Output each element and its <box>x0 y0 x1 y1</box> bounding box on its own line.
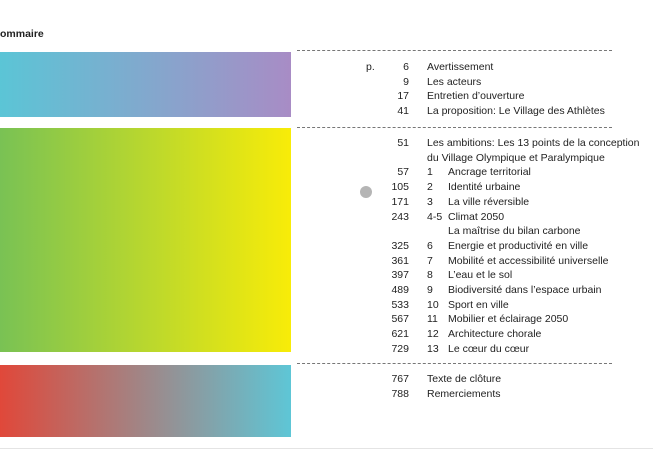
item-number: 12 <box>427 328 439 341</box>
entry-text: Entretien d’ouverture <box>427 90 525 103</box>
entry-text: La maîtrise du bilan carbone <box>448 225 581 238</box>
entry-text: L’eau et le sol <box>448 269 513 282</box>
item-number: 10 <box>427 298 439 311</box>
entry-text: Les acteurs <box>427 75 482 88</box>
page-prefix: p. <box>366 61 375 73</box>
entry-text: Biodiversité dans l’espace urbain <box>448 284 602 296</box>
item-number: 2 <box>427 181 433 194</box>
page-number: 533 <box>391 298 409 311</box>
entry-text: Mobilier et éclairage 2050 <box>448 313 569 326</box>
entry-text: Identité urbaine <box>448 181 521 194</box>
page-number: 6 <box>403 61 409 73</box>
page-number: 105 <box>391 181 409 194</box>
item-number: 6 <box>427 239 433 252</box>
entry-text: Ancrage territorial <box>448 166 531 179</box>
title: ommaire <box>0 28 44 40</box>
page-number: 243 <box>391 210 409 223</box>
divider <box>297 363 612 364</box>
divider <box>297 50 612 51</box>
page-number: 41 <box>397 105 409 118</box>
item-number: 4-5 <box>427 210 443 223</box>
page-number: 9 <box>403 75 409 88</box>
item-number: 11 <box>427 313 438 326</box>
page-number: 621 <box>391 328 409 341</box>
page-number: 788 <box>391 387 409 400</box>
section-band <box>0 365 291 437</box>
section-band <box>0 52 291 117</box>
page-number: 17 <box>397 90 409 103</box>
rule <box>0 448 653 449</box>
dot <box>360 186 372 198</box>
entry-text: Architecture chorale <box>448 328 542 341</box>
page-number: 767 <box>391 373 409 385</box>
page-number: 567 <box>391 313 409 326</box>
item-number: 8 <box>427 269 433 282</box>
item-number: 9 <box>427 284 433 296</box>
page-number: 171 <box>391 195 409 208</box>
item-number: 13 <box>427 342 439 355</box>
entry-text: Les ambitions: Les 13 points de la conce… <box>427 137 640 149</box>
entry-text: Climat 2050 <box>448 210 505 223</box>
item-number: 3 <box>427 195 433 208</box>
entry-text: Avertissement <box>427 61 494 73</box>
page-number: 57 <box>397 166 409 179</box>
entry-text: La proposition: Le Village des Athlètes <box>427 105 605 118</box>
item-number: 7 <box>427 254 433 267</box>
page-number: 489 <box>391 284 409 296</box>
entry-text: Energie et productivité en ville <box>448 239 589 252</box>
page-number: 325 <box>391 239 409 252</box>
entry-text: Texte de clôture <box>427 373 502 385</box>
entry-text: Sport en ville <box>448 298 509 311</box>
page-number: 361 <box>391 254 409 267</box>
entry-text: La ville réversible <box>448 195 530 208</box>
entry-text: Le cœur du cœur <box>448 342 530 355</box>
page-number: 397 <box>391 269 409 282</box>
page-number: 51 <box>397 137 409 149</box>
entry-text: Mobilité et accessibilité universelle <box>448 254 609 267</box>
section-band <box>0 128 291 352</box>
entry-text: du Village Olympique et Paralympique <box>427 151 605 164</box>
page-number: 729 <box>391 342 409 355</box>
item-number: 1 <box>427 166 433 179</box>
divider <box>297 127 612 128</box>
entry-text: Remerciements <box>427 387 501 400</box>
